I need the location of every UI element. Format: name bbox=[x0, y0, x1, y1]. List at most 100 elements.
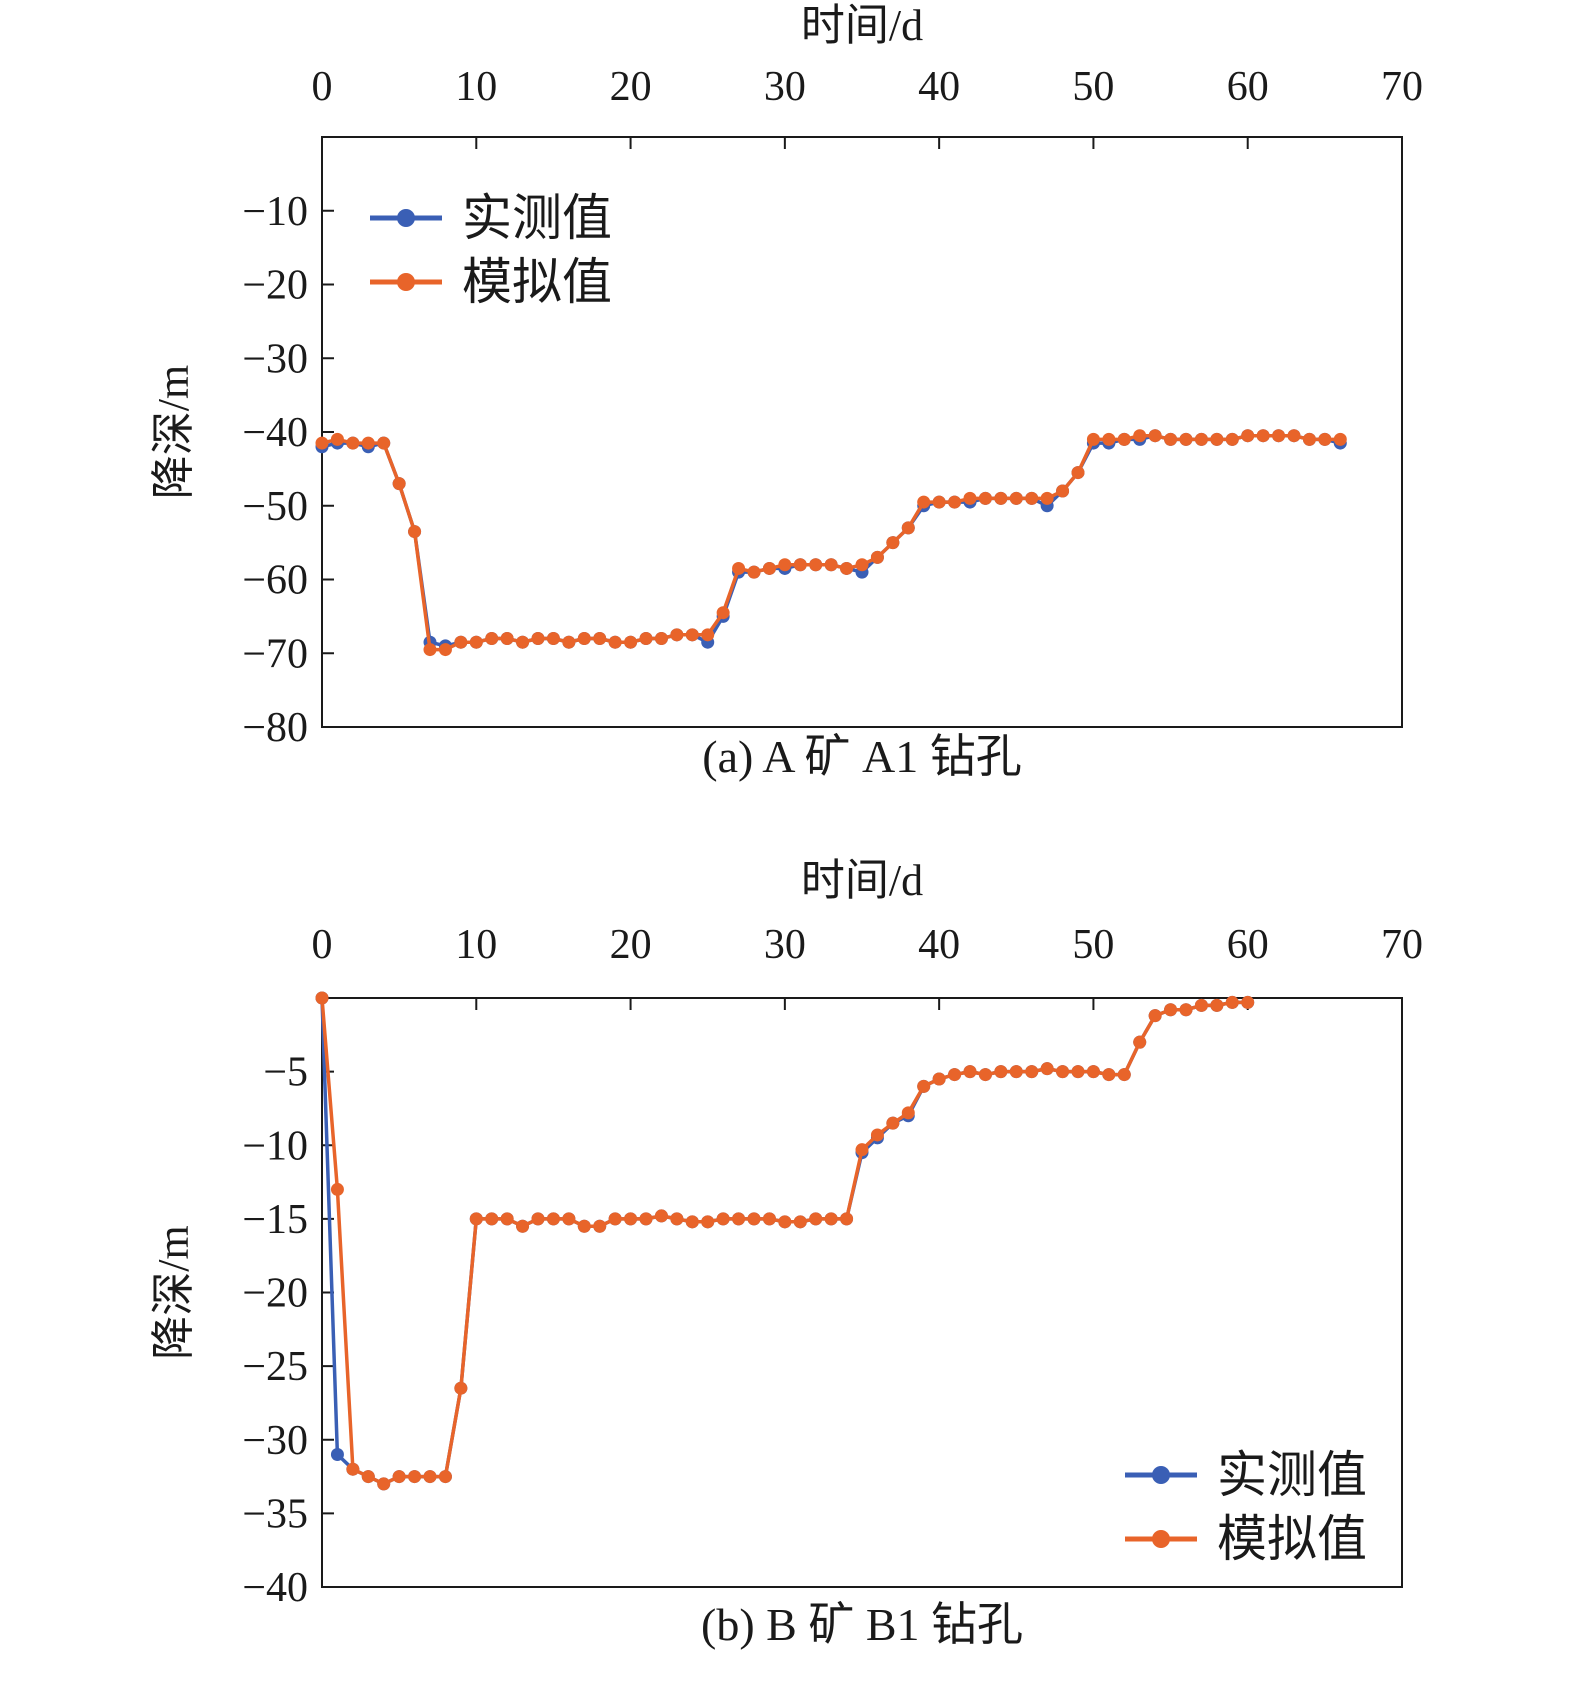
x-tick-label: 10 bbox=[455, 922, 497, 968]
data-point-series-2 bbox=[593, 1219, 607, 1233]
data-point-series-2 bbox=[1287, 429, 1301, 443]
data-point-series-2 bbox=[531, 1212, 545, 1226]
data-point-series-2 bbox=[1194, 432, 1208, 446]
data-point-series-2 bbox=[639, 1212, 653, 1226]
data-point-series-2 bbox=[994, 1065, 1008, 1079]
y-axis-title: 降深/m bbox=[149, 1225, 198, 1359]
data-point-series-2 bbox=[1148, 1009, 1162, 1023]
data-point-series-2 bbox=[330, 432, 344, 446]
chart-caption: (b) B 矿 B1 钻孔 bbox=[701, 1599, 1023, 1650]
data-point-series-2 bbox=[577, 632, 591, 645]
data-point-series-2 bbox=[778, 1215, 792, 1229]
x-tick-label: 40 bbox=[918, 64, 960, 110]
legend-marker bbox=[397, 209, 415, 227]
data-point-series-2 bbox=[438, 643, 452, 657]
data-point-series-2 bbox=[624, 1212, 638, 1226]
y-tick-label: −35 bbox=[242, 1491, 308, 1537]
y-tick-label: −25 bbox=[242, 1344, 308, 1390]
data-point-series-2 bbox=[423, 1470, 437, 1484]
data-point-series-2 bbox=[978, 1068, 992, 1082]
y-tick-label: −50 bbox=[242, 484, 308, 530]
data-point-series-2 bbox=[978, 491, 992, 505]
data-point-series-2 bbox=[408, 525, 422, 539]
data-point-series-2 bbox=[778, 558, 792, 572]
data-point-series-2 bbox=[1071, 1065, 1085, 1079]
data-point-series-2 bbox=[840, 561, 854, 575]
x-tick-label: 20 bbox=[610, 922, 652, 968]
data-point-series-2 bbox=[1302, 432, 1316, 446]
data-point-series-2 bbox=[824, 558, 838, 572]
data-point-series-2 bbox=[469, 1212, 483, 1226]
data-point-series-2 bbox=[1241, 429, 1255, 443]
data-point-series-2 bbox=[1241, 995, 1255, 1009]
data-point-series-2 bbox=[438, 1470, 452, 1484]
data-point-series-2 bbox=[793, 1215, 807, 1229]
y-tick-label: −80 bbox=[242, 705, 308, 751]
data-point-series-2 bbox=[886, 1116, 900, 1130]
data-point-series-2 bbox=[917, 1079, 931, 1093]
y-axis-title: 降深/m bbox=[149, 365, 198, 499]
y-tick-label: −60 bbox=[242, 558, 308, 604]
data-point-series-2 bbox=[500, 1212, 514, 1226]
y-tick-label: −70 bbox=[242, 631, 308, 677]
data-point-series-2 bbox=[716, 1212, 730, 1226]
data-point-series-2 bbox=[593, 632, 607, 645]
data-point-series-2 bbox=[870, 550, 884, 564]
data-point-series-2 bbox=[392, 1470, 406, 1484]
data-point-series-2 bbox=[315, 436, 329, 450]
data-point-series-2 bbox=[1148, 429, 1162, 443]
x-axis-title: 时间/d bbox=[801, 856, 923, 905]
x-tick-label: 40 bbox=[918, 922, 960, 968]
series-line-2 bbox=[321, 433, 1341, 652]
data-point-series-2 bbox=[1194, 998, 1208, 1012]
data-point-series-2 bbox=[1179, 432, 1193, 446]
data-point-series-2 bbox=[1318, 432, 1332, 446]
data-point-series-2 bbox=[670, 628, 684, 642]
data-point-series-2 bbox=[577, 1219, 591, 1233]
data-point-series-2 bbox=[454, 635, 468, 649]
legend-label: 模拟值 bbox=[1217, 1511, 1367, 1567]
data-point-series-2 bbox=[948, 495, 962, 509]
data-point-series-2 bbox=[654, 632, 668, 645]
legend-marker bbox=[1152, 1530, 1170, 1548]
data-point-series-2 bbox=[608, 635, 622, 649]
data-point-series-2 bbox=[639, 632, 653, 645]
data-point-series-2 bbox=[485, 632, 499, 645]
y-tick-label: −40 bbox=[242, 1565, 308, 1611]
legend-label: 模拟值 bbox=[462, 254, 612, 310]
data-point-series-2 bbox=[1025, 491, 1039, 505]
data-point-series-2 bbox=[500, 632, 514, 645]
legend-marker bbox=[397, 273, 415, 291]
chart-b: 0 10 20 30 40 50 60 70 −5 −10 −15 −20 −25 −30 −35 −40 时间… bbox=[149, 856, 1423, 1650]
data-point-series-2 bbox=[685, 628, 699, 642]
x-tick-label: 70 bbox=[1381, 922, 1423, 968]
data-point-series-2 bbox=[1040, 1062, 1054, 1076]
data-point-series-2 bbox=[1086, 432, 1100, 446]
data-point-series-2 bbox=[762, 1212, 776, 1226]
x-tick-label: 70 bbox=[1381, 64, 1423, 110]
y-tick-label: −20 bbox=[242, 263, 308, 309]
data-point-series-2 bbox=[1256, 429, 1270, 443]
data-point-series-2 bbox=[1025, 1065, 1039, 1079]
data-point-series-2 bbox=[963, 1065, 977, 1079]
data-point-series-2 bbox=[546, 632, 560, 645]
data-point-series-2 bbox=[516, 1219, 530, 1233]
data-point-series-2 bbox=[1040, 491, 1054, 505]
data-point-series-2 bbox=[855, 558, 869, 572]
data-point-series-2 bbox=[531, 632, 545, 645]
data-point-series-2 bbox=[747, 565, 761, 579]
data-point-series-2 bbox=[1009, 1065, 1023, 1079]
data-point-series-2 bbox=[1333, 432, 1347, 446]
x-tick-label: 20 bbox=[610, 64, 652, 110]
data-point-series-2 bbox=[1056, 1065, 1070, 1079]
series-line-1 bbox=[321, 433, 1341, 648]
y-tick-label: −5 bbox=[263, 1050, 308, 1096]
y-tick-label: −20 bbox=[242, 1271, 308, 1317]
y-tick-label: −10 bbox=[242, 1123, 308, 1169]
chart-caption: (a) A 矿 A1 钻孔 bbox=[702, 731, 1021, 782]
data-point-series-2 bbox=[346, 436, 360, 450]
data-point-series-2 bbox=[1225, 432, 1239, 446]
data-point-series-2 bbox=[330, 1182, 344, 1196]
data-point-series-2 bbox=[1272, 429, 1286, 443]
data-point-series-2 bbox=[454, 1381, 468, 1395]
